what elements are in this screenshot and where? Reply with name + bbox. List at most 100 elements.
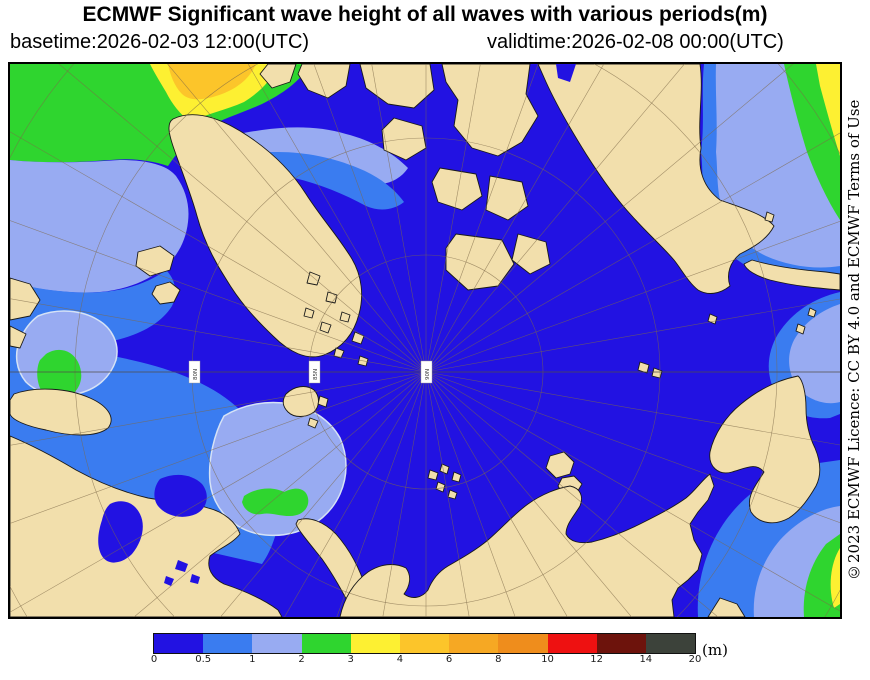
meridian-line [425,371,840,612]
meridian-line [10,220,427,373]
region-barents-lightblue [208,401,347,537]
lake-ladoga-specks [164,560,200,586]
colorbar-tick-label: 12 [590,654,603,665]
colorbar-tick-label: 3 [347,654,354,665]
meridian-line [220,371,427,617]
pole-label-80n: 80N [188,360,201,384]
land-greenland-islet-2 [151,281,181,305]
copyright-watermark: ©2023 ECMWF Licence: CC BY 4.0 and ECMWF… [845,99,863,582]
land-chukotka [709,375,821,524]
land-strait-islets [707,211,817,335]
channel-mainland-top [556,64,576,82]
meridian-line [133,371,427,617]
land-arctic-island-1 [297,64,351,99]
pole-label-90n-text: 90N [425,369,431,380]
land-arctic-island-0 [259,64,297,89]
page-title: ECMWF Significant wave height of all wav… [82,3,768,26]
meridian-line [425,64,794,373]
colorbar-tick-label: 6 [445,654,453,665]
meridian-line [425,371,840,524]
land-arctic-island-5 [431,167,483,211]
colorbar-segment-0-0.5 [154,634,204,653]
meridian-line [313,64,427,373]
meridian-line [425,371,568,617]
meridian-line [425,371,719,617]
validtime-label: validtime:2026-02-08 00:00(UTC) [487,31,784,53]
meridian-line [425,220,840,373]
land-arctic-island-3 [441,64,539,157]
colorbar-tick-label: 0 [150,654,158,665]
colorbar-tick-label: 2 [298,654,305,665]
meridian-line [284,371,427,617]
meridian-line [425,64,605,373]
meridian-line [425,64,685,373]
region-barents-green-blob [242,488,309,516]
basetime-label: basetime:2026-02-03 12:00(UTC) [10,31,310,53]
colorbar: 0 0.5 1 2 3 4 6 8 10 12 14 20 (m) [150,633,733,673]
region-bering-yellow-corner [816,64,840,156]
meridian-line [425,64,539,373]
land-franz-josef [427,463,462,500]
colorbar-segment-2-3 [301,634,351,653]
meridian-line [336,371,427,617]
meridian-line [167,64,427,373]
colorbar-tick-label: 1 [249,654,256,665]
colorbar-tick-label: 0.5 [195,654,212,665]
meridian-line [58,64,427,373]
region-iceland-green-blob [37,349,82,401]
land-siberia [339,473,715,617]
land-layer [10,64,840,617]
colorbar-ticks: 0 0.5 1 2 3 4 6 8 10 12 14 20 [150,654,713,668]
region-anadyr-lightblue [789,304,840,404]
land-koryak-corner [707,597,746,617]
graticule-labels: 80N 85N 90N [188,360,433,384]
colorbar-tick-label: 14 [639,654,653,665]
colorbar-segments [153,633,696,654]
meridian-line [425,298,840,373]
land-scandinavia [10,435,283,617]
map-frame: 80N 85N 90N [8,62,842,619]
colorbar-segment-12-14 [596,634,646,653]
land-greenland [168,114,363,358]
colorbar-segment-8-10 [498,634,548,653]
meridian-line [10,298,427,373]
colorbar-segment-1-2 [252,634,302,653]
meridian-line [425,371,632,617]
colorbar-segment-4-6 [399,634,450,653]
region-br-green [803,534,840,617]
colorbar-unit: (m) [702,641,728,659]
colorbar-tick-label: 20 [688,654,702,665]
meridian-line [247,64,427,373]
map-canvas: 80N 85N 90N [10,64,840,617]
colorbar-segment-10-12 [547,634,597,653]
land-norton-strip [743,259,840,291]
graticule-layer [10,64,840,617]
colorbar-tick-label: 8 [495,654,502,665]
land-svalbard [282,386,329,429]
land-arctic-island-2 [359,64,435,109]
meridian-line [371,64,427,373]
lake-great-bear [583,231,625,274]
land-arctic-island-8 [511,233,551,275]
meridian-line [425,64,481,373]
land-egreenland-coast-2 [10,325,27,349]
colorbar-segment-0.5-1 [203,634,253,653]
meridian-line [10,371,427,524]
colorbar-tick-label: 4 [396,654,404,665]
meridian-line [425,132,840,373]
lake-bothnia [98,501,143,563]
land-greenland-islet-1 [135,245,175,277]
colorbar-tick-label: 10 [541,654,554,665]
pole-label-80n-text: 80N [193,369,199,380]
colorbar-segment-3-4 [350,634,400,653]
meridian-line [425,371,470,617]
meridian-line [10,131,427,373]
land-egreenland-coast-1 [10,277,41,321]
colorbar-segment-14-20 [645,634,696,653]
meridian-layer [10,64,840,617]
pole-label-90n: 90N [420,360,433,384]
land-arctic-islets [303,271,369,367]
meridian-line [10,371,427,613]
colorbar-segment-6-8 [449,634,499,653]
